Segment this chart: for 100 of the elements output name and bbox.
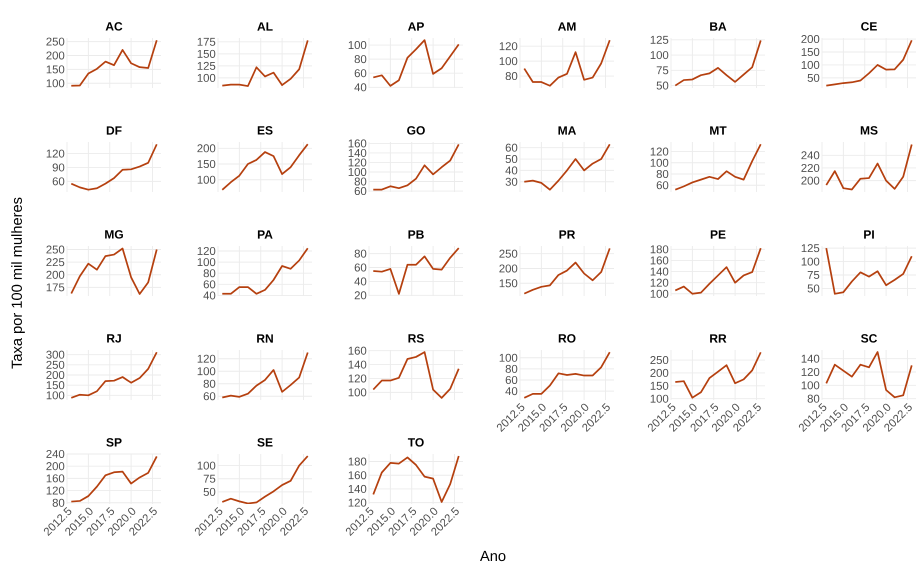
line-series [70,351,158,399]
y-tick-label: 60 [204,392,216,400]
line-series [70,143,158,191]
y-tick-label: 160 [348,139,366,148]
line-series [221,247,309,295]
y-tick-label: 100 [650,394,668,403]
y-tick-label: 220 [801,164,820,172]
y-tick-label: 100 [198,176,216,184]
chart-title: PB [408,230,424,239]
y-tick-label: 160 [650,256,668,264]
line-series [523,143,611,191]
chart-title: PI [864,230,874,239]
y-tick-label: 120 [198,246,216,255]
y-tick-label: 60 [354,69,366,78]
line-series [674,40,762,86]
y-tick-label: 150 [198,50,216,58]
y-tick-label: 240 [801,151,820,160]
y-tick-label: 125 [802,244,820,252]
y-tick-label: 40 [505,387,518,396]
chart-title: MA [558,126,576,135]
y-tick-label: 200 [46,51,64,60]
y-tick-label: 250 [46,360,64,369]
y-tick-label: 120 [348,374,366,382]
y-tick-label: 60 [204,280,216,288]
line-series [674,143,762,191]
y-tick-label: 100 [198,462,216,470]
y-tick-label: 100 [650,51,668,60]
chart-title: MG [105,230,123,239]
chart-title: ES [258,126,273,135]
line-series [825,39,913,87]
y-tick-label: 120 [650,148,668,156]
y-tick-label: 80 [656,170,668,178]
chart-title: CE [861,22,877,31]
y-tick-label: 160 [46,474,64,482]
text: Ano [480,550,506,562]
y-tick-label: 60 [506,376,518,384]
y-tick-label: 200 [801,176,820,185]
y-tick-label: 200 [801,35,820,44]
chart-title: BA [710,22,726,31]
y-tick-label: 50 [506,155,518,164]
line-series [523,351,611,399]
y-tick-label: 40 [354,277,366,286]
line-series [523,247,611,294]
chart-title: TO [408,438,424,447]
y-tick-label: 150 [46,381,64,390]
line-series [221,352,309,398]
y-tick-label: 150 [802,48,820,56]
y-tick-label: 50 [204,488,216,496]
y-tick-label: 160 [348,346,366,355]
chart-title: GO [407,126,425,135]
y-tick-label: 100 [500,57,518,66]
y-tick-label: 20 [354,291,366,300]
y-tick-label: 140 [802,354,820,363]
y-tick-label: 125 [650,36,668,44]
y-tick-label: 180 [650,245,668,254]
y-tick-label: 175 [198,38,216,46]
y-tick-label: 200 [499,264,518,272]
y-tick-label: 140 [348,360,366,369]
chart-title: DF [106,126,122,135]
text: Taxa por 100 mil mulheres [11,198,25,369]
y-tick-label: 80 [808,394,820,403]
y-tick-label: 75 [204,474,216,483]
y-tick-label: 50 [656,82,668,90]
y-tick-label: 80 [354,178,366,186]
y-tick-label: 120 [500,42,518,50]
y-tick-label: 40 [505,166,518,174]
y-tick-label: 250 [650,356,668,364]
y-tick-label: 150 [198,160,216,168]
y-tick-label: 40 [203,291,216,300]
y-tick-label: 30 [506,178,518,186]
y-tick-label: 100 [198,74,216,82]
line-series [70,39,158,87]
y-tick-label: 60 [354,187,366,196]
y-tick-label: 120 [650,278,668,287]
y-tick-label: 80 [204,269,216,278]
y-tick-label: 200 [650,368,668,377]
y-tick-label: 125 [198,62,216,70]
line-series [372,351,460,399]
y-tick-label: 150 [650,382,668,390]
y-tick-label: 150 [500,279,518,288]
line-series [221,455,309,504]
line-series [825,247,913,295]
y-tick-label: 100 [650,290,668,298]
y-tick-label: 60 [656,181,668,190]
chart-title: MT [710,126,727,135]
chart-title: SP [106,438,122,447]
y-tick-label: 300 [46,350,64,359]
chart-title: RS [408,334,424,343]
y-tick-label: 80 [204,380,216,388]
line-series [221,40,309,87]
line-series [825,351,913,398]
y-tick-label: 90 [52,163,64,172]
y-tick-label: 60 [52,177,64,186]
line-series [372,455,460,503]
y-tick-label: 100 [500,354,518,362]
chart-title: PR [559,230,576,239]
y-tick-label: 120 [348,498,366,507]
chart-title: RR [710,334,726,343]
y-tick-label: 240 [46,450,64,458]
chart-title: RN [257,334,273,343]
